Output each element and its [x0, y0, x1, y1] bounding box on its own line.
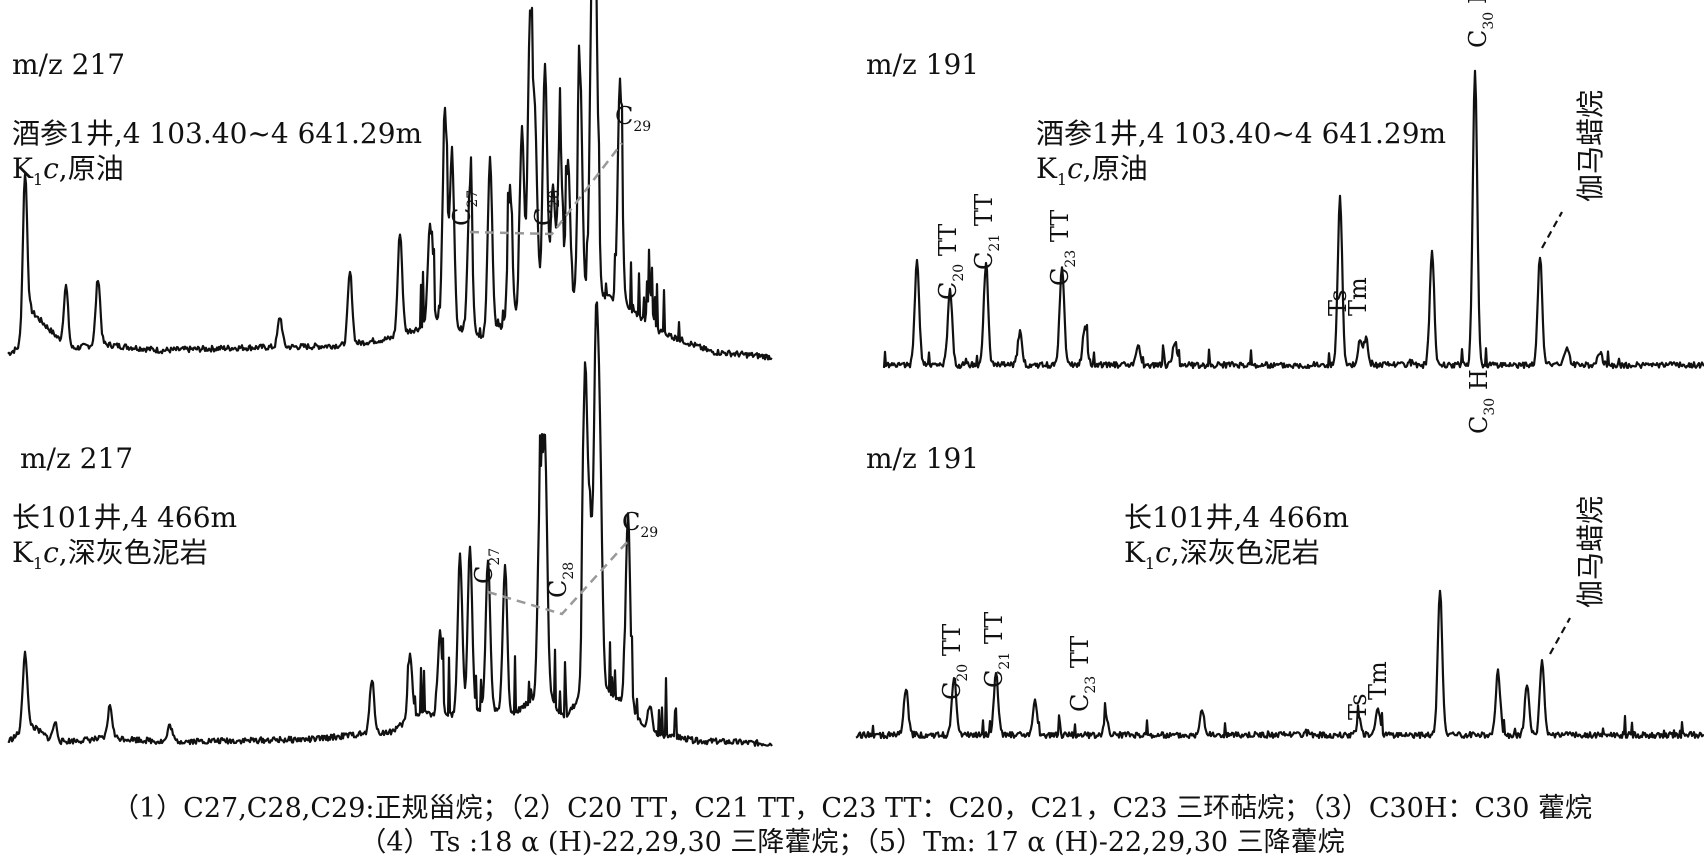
peak-label-c29: C29 — [615, 102, 651, 135]
gammacerane-leader — [1541, 211, 1563, 249]
peak-label-gammacerane: 伽马蜡烷 — [1574, 496, 1607, 608]
formation-label: K1c,原油 — [12, 152, 124, 189]
peak-label-c23: C23 TT — [1066, 636, 1099, 712]
ion-label: m/z 191 — [866, 48, 979, 81]
sterane-connector — [487, 540, 629, 616]
peak-label-c20: C20 TT — [934, 224, 967, 300]
peak-label-c29: C29 — [622, 508, 658, 541]
peak-label-c21: C21 TT — [970, 194, 1003, 270]
peak-label-c27: C27 — [448, 190, 481, 226]
sterane-connector — [469, 142, 623, 236]
formation-label: K1c,深灰色泥岩 — [12, 536, 208, 573]
peak-label-c28: C28 — [530, 190, 563, 226]
chromatogram-trace — [7, 0, 773, 361]
sample-label: 长101井,4 466m — [12, 501, 237, 534]
peak-label-ts: Ts — [1344, 693, 1372, 720]
gammacerane-leader — [1549, 617, 1571, 655]
caption-line-2: （4）Ts :18 α (H)-22,29,30 三降藿烷；（5）Tm: 17 … — [359, 827, 1345, 858]
sample-label: 酒参1井,4 103.40~4 641.29m — [12, 117, 422, 150]
peak-label-c21: C21 TT — [980, 612, 1013, 688]
formation-label: K1c,深灰色泥岩 — [1124, 536, 1320, 573]
peak-label-tm: Tm — [1344, 277, 1372, 316]
peak-label-c20: C20 TT — [938, 624, 971, 700]
peak-label-ts: Ts — [1324, 289, 1352, 316]
peak-label-c30h: C30 H — [1464, 0, 1497, 48]
sample-label: 长101井,4 466m — [1124, 501, 1349, 534]
caption-line-1: （1）C27,C28,C29:正规甾烷；（2）C20 TT，C21 TT，C23… — [112, 793, 1592, 824]
peak-label-c27: C27 — [470, 548, 503, 584]
peak-label-gammacerane: 伽马蜡烷 — [1574, 90, 1607, 202]
ion-label: m/z 191 — [866, 442, 979, 475]
peak-label-c28: C28 — [544, 562, 577, 598]
sample-label: 酒参1井,4 103.40~4 641.29m — [1036, 117, 1446, 150]
chromatogram-trace — [855, 589, 1704, 740]
formation-label: K1c,原油 — [1036, 152, 1148, 189]
peak-label-c23: C23 TT — [1046, 210, 1079, 286]
chromatogram-trace — [7, 301, 773, 747]
chromatogram-trace — [882, 69, 1704, 370]
ion-label: m/z 217 — [12, 48, 125, 81]
peak-label-tm: Tm — [1364, 661, 1392, 700]
ion-label: m/z 217 — [20, 442, 133, 475]
peak-label-c30h: C30 H — [1465, 369, 1498, 434]
